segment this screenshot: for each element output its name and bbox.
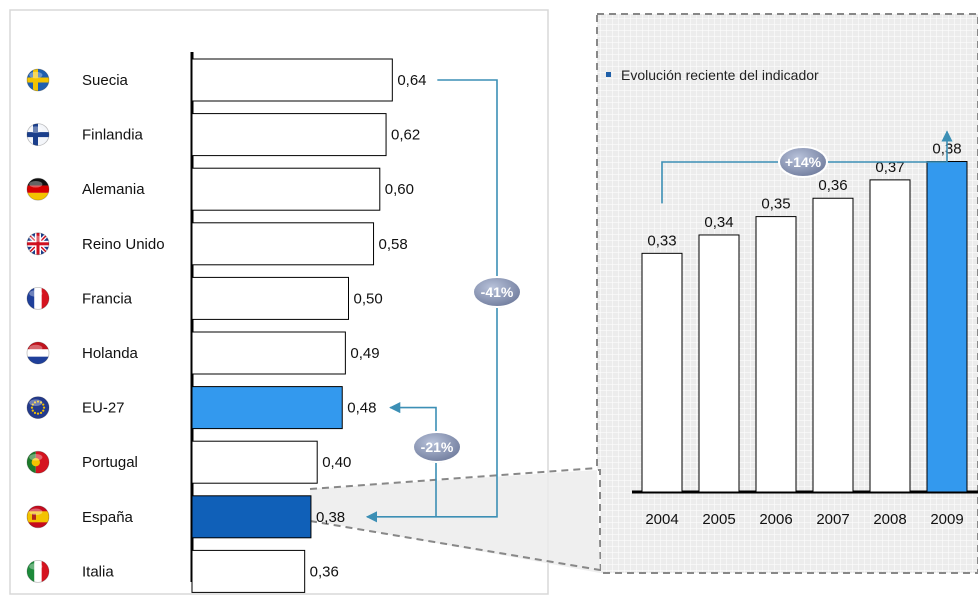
x-tick-label: 2005: [702, 511, 735, 528]
portugal-flag-icon: [26, 450, 50, 474]
bar: [698, 234, 740, 493]
data-label: 0,50: [354, 290, 383, 307]
uk-flag-icon: [26, 232, 50, 256]
data-label: 0,36: [310, 563, 339, 580]
bar: [191, 495, 312, 539]
data-label: 0,37: [875, 159, 904, 176]
italy-flag-icon: [26, 560, 50, 583]
country-bar-chart: Suecia 0,64 Finlandia 0,62 Alemania 0,60 Reino…: [26, 52, 427, 593]
country-label: Portugal: [82, 454, 138, 471]
inset-title-text: Evolución reciente del indicador: [621, 67, 819, 83]
bar: [812, 197, 854, 493]
data-label: 0,33: [647, 232, 676, 249]
inset-title: Evolución reciente del indicador: [606, 67, 819, 83]
country-label: Reino Unido: [82, 236, 165, 253]
bar: [191, 549, 306, 593]
country-label: España: [82, 509, 134, 526]
change-badge: +14%: [778, 146, 828, 178]
bar: [191, 440, 318, 484]
x-tick-label: 2006: [759, 511, 792, 528]
bar: [191, 276, 349, 320]
country-label: Finlandia: [82, 127, 144, 144]
bar: [191, 222, 375, 266]
change-badge: -41%: [472, 276, 522, 308]
change-badge: -21%: [412, 431, 462, 463]
bullet-icon: [606, 71, 611, 77]
x-tick-label: 2007: [816, 511, 849, 528]
data-label: 0,34: [704, 214, 733, 231]
country-label: Holanda: [82, 345, 139, 362]
connector-21: [389, 402, 437, 517]
data-label: 0,62: [391, 127, 420, 144]
eu-flag-icon: [26, 396, 50, 420]
data-label: 0,40: [322, 454, 351, 471]
country-label: EU-27: [82, 400, 125, 417]
spain-flag-icon: [26, 505, 50, 529]
country-label: Suecia: [82, 72, 129, 89]
x-tick-label: 2004: [645, 511, 678, 528]
data-label: 0,38: [316, 509, 345, 526]
x-tick-label: 2008: [873, 511, 906, 528]
germany-flag-icon: [26, 177, 50, 201]
finland-flag-icon: [26, 123, 50, 147]
annotations: -41% -21% +14%: [365, 79, 953, 523]
sweden-flag-icon: [26, 68, 50, 92]
bar: [869, 179, 911, 493]
data-label: 0,64: [397, 72, 426, 89]
change-badge-label: -41%: [481, 284, 514, 300]
data-label: 0,60: [385, 181, 414, 198]
country-label: Francia: [82, 290, 133, 307]
data-label: 0,48: [347, 400, 376, 417]
france-flag-icon: [26, 286, 50, 310]
bar: [191, 331, 346, 375]
change-badge-label: -21%: [421, 439, 454, 455]
change-badge-label: +14%: [785, 154, 822, 170]
country-label: Italia: [82, 563, 114, 580]
x-tick-label: 2009: [930, 511, 963, 528]
bar: [191, 386, 343, 430]
netherlands-flag-icon: [26, 341, 50, 365]
bar: [926, 161, 968, 493]
bar: [191, 58, 393, 102]
data-label: 0,36: [818, 177, 847, 194]
bar: [191, 113, 387, 157]
country-label: Alemania: [82, 181, 145, 198]
data-label: 0,35: [761, 196, 790, 213]
zoom-line-bottom: [309, 520, 601, 571]
zoom-wedge: [310, 470, 600, 573]
data-label: 0,49: [350, 345, 379, 362]
bar: [641, 252, 683, 493]
bar: [191, 167, 381, 211]
bar: [755, 216, 797, 493]
data-label: 0,58: [379, 236, 408, 253]
yearly-bar-chart: 0,33 2004 0,34 2005 0,35 2006 0,36 2007 0,37 2008…: [632, 141, 978, 528]
